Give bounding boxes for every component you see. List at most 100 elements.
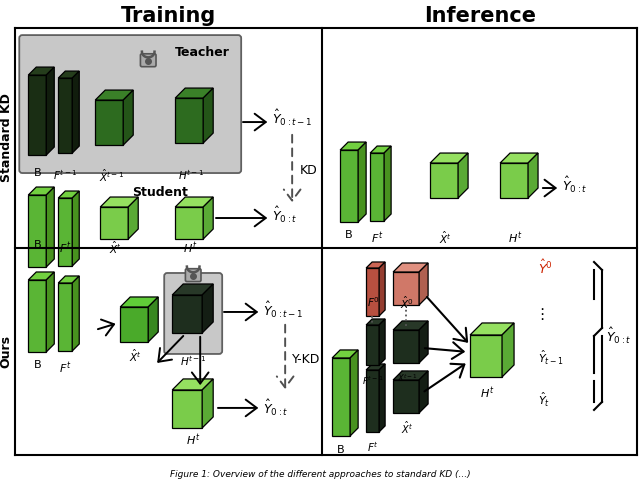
Polygon shape <box>366 364 385 370</box>
FancyBboxPatch shape <box>140 54 156 67</box>
Text: Ours: Ours <box>0 335 13 368</box>
Polygon shape <box>28 272 54 280</box>
Text: $\hat{X}^{t-1}$: $\hat{X}^{t-1}$ <box>99 168 124 184</box>
Text: $F^{0}$: $F^{0}$ <box>367 295 380 309</box>
Polygon shape <box>172 379 213 390</box>
Polygon shape <box>95 90 133 100</box>
Polygon shape <box>175 197 213 207</box>
Text: ⋮: ⋮ <box>534 308 550 323</box>
Polygon shape <box>458 153 468 198</box>
Text: B: B <box>33 360 41 370</box>
Polygon shape <box>202 379 213 428</box>
Text: $\hat{Y}_{0:t-1}$: $\hat{Y}_{0:t-1}$ <box>263 300 304 320</box>
Polygon shape <box>203 88 213 143</box>
Polygon shape <box>128 197 138 239</box>
Polygon shape <box>350 350 358 436</box>
Polygon shape <box>358 142 366 222</box>
Text: $H^{t}$: $H^{t}$ <box>480 385 494 401</box>
Text: $F^{t-1}$: $F^{t-1}$ <box>53 168 77 182</box>
Polygon shape <box>46 187 54 267</box>
Text: $\hat{Y}_{0:t}$: $\hat{Y}_{0:t}$ <box>562 175 588 195</box>
Polygon shape <box>58 71 79 78</box>
Text: $\hat{X}^{0}$: $\hat{X}^{0}$ <box>400 295 414 311</box>
Polygon shape <box>470 335 502 377</box>
Polygon shape <box>175 98 203 143</box>
Polygon shape <box>370 153 384 221</box>
Polygon shape <box>72 71 79 153</box>
Text: Figure 1: Overview of the different approaches to standard KD (...): Figure 1: Overview of the different appr… <box>170 470 470 480</box>
Polygon shape <box>95 100 124 145</box>
Polygon shape <box>46 272 54 352</box>
Text: $\hat{Y}_{0:t-1}$: $\hat{Y}_{0:t-1}$ <box>272 108 313 128</box>
Text: $F^{t}$: $F^{t}$ <box>371 230 383 246</box>
Polygon shape <box>28 67 54 75</box>
Polygon shape <box>28 280 46 352</box>
Polygon shape <box>528 153 538 198</box>
Text: $\hat{Y}^{0}$: $\hat{Y}^{0}$ <box>538 259 553 277</box>
Polygon shape <box>58 191 79 198</box>
Polygon shape <box>500 153 538 163</box>
Polygon shape <box>100 207 128 239</box>
Text: $\hat{X}^{t-1}$: $\hat{X}^{t-1}$ <box>397 370 417 385</box>
Polygon shape <box>332 350 358 358</box>
Text: $F^{t}$: $F^{t}$ <box>59 360 72 376</box>
Polygon shape <box>393 371 428 380</box>
Text: $\hat{X}^{t}$: $\hat{X}^{t}$ <box>129 348 141 364</box>
Polygon shape <box>500 163 528 198</box>
Polygon shape <box>366 319 385 325</box>
Text: B: B <box>33 240 41 250</box>
Text: B: B <box>33 168 41 178</box>
Polygon shape <box>430 153 468 163</box>
Polygon shape <box>175 207 203 239</box>
Text: $H^{t}$: $H^{t}$ <box>183 240 197 255</box>
Polygon shape <box>28 195 46 267</box>
Text: $F^{t}$: $F^{t}$ <box>367 440 379 454</box>
Text: Teacher: Teacher <box>175 46 230 59</box>
Polygon shape <box>366 268 379 316</box>
Text: $H^{t}$: $H^{t}$ <box>186 432 200 447</box>
Text: Standard KD: Standard KD <box>0 93 13 182</box>
Polygon shape <box>393 321 428 330</box>
Polygon shape <box>366 370 379 432</box>
Polygon shape <box>28 187 54 195</box>
Polygon shape <box>379 319 385 365</box>
Polygon shape <box>419 371 428 413</box>
Polygon shape <box>172 390 202 428</box>
Polygon shape <box>419 321 428 363</box>
Text: $\hat{Y}_{t}$: $\hat{Y}_{t}$ <box>538 391 550 409</box>
Polygon shape <box>100 197 138 207</box>
FancyBboxPatch shape <box>19 35 241 173</box>
Text: Student: Student <box>132 186 188 199</box>
FancyBboxPatch shape <box>164 273 222 354</box>
Text: Training: Training <box>120 6 216 26</box>
Polygon shape <box>470 323 514 335</box>
Polygon shape <box>393 330 419 363</box>
Polygon shape <box>366 262 385 268</box>
Polygon shape <box>340 142 366 150</box>
Polygon shape <box>202 284 213 333</box>
Polygon shape <box>28 75 46 155</box>
Text: B: B <box>337 445 345 455</box>
Polygon shape <box>393 272 419 305</box>
Polygon shape <box>120 307 148 342</box>
Text: KD: KD <box>300 164 318 176</box>
Polygon shape <box>393 380 419 413</box>
Text: Y-KD: Y-KD <box>292 353 321 366</box>
Polygon shape <box>148 297 158 342</box>
Text: $\hat{X}^{t}$: $\hat{X}^{t}$ <box>109 240 122 256</box>
Text: $\hat{Y}_{0:t}$: $\hat{Y}_{0:t}$ <box>272 205 298 225</box>
Polygon shape <box>72 276 79 351</box>
Polygon shape <box>366 325 379 365</box>
Text: $H^{t}$: $H^{t}$ <box>508 230 522 246</box>
Polygon shape <box>58 283 72 351</box>
Polygon shape <box>379 364 385 432</box>
Polygon shape <box>72 191 79 266</box>
Polygon shape <box>175 88 213 98</box>
Polygon shape <box>419 263 428 305</box>
Text: Inference: Inference <box>424 6 536 26</box>
Polygon shape <box>384 146 391 221</box>
Polygon shape <box>379 262 385 316</box>
Polygon shape <box>172 295 202 333</box>
Text: $H^{t-1}$: $H^{t-1}$ <box>178 168 204 182</box>
Text: $\hat{Y}_{0:t}$: $\hat{Y}_{0:t}$ <box>606 326 632 346</box>
